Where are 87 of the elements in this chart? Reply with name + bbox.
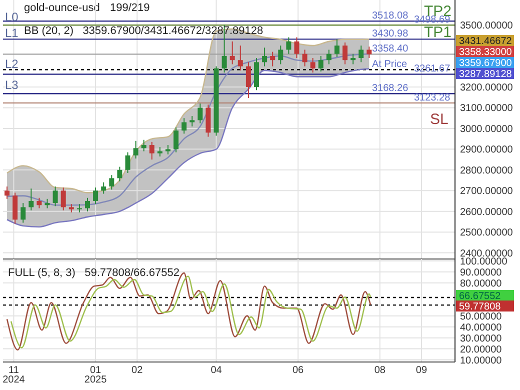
candlestick: [246, 62, 251, 99]
candlestick: [294, 36, 300, 59]
annotation: TP1: [424, 24, 452, 41]
text: 3287.89128: [459, 69, 512, 80]
annotation: FULL (5, 8, 3) 59.77808/66.67552: [8, 267, 180, 279]
y-tick-label: 20.00000: [460, 344, 502, 356]
candlestick: [20, 202, 26, 224]
candlestick: [302, 49, 308, 67]
y-tick-label: 2700.00000: [460, 186, 514, 198]
chart-subtitle: 199/219: [110, 2, 150, 14]
x-tick-label: 08: [374, 365, 386, 376]
x-tick-label: 01 2025: [84, 365, 108, 386]
annotation: L3: [5, 78, 19, 92]
candlestick: [165, 144, 170, 155]
annotation: L1: [5, 26, 19, 40]
candlestick: [310, 58, 316, 74]
candlestick: [149, 141, 154, 160]
ref-line-label: 3430.98: [372, 28, 409, 40]
candlestick: [286, 36, 292, 54]
candlestick: [141, 139, 146, 152]
y-tick-label: 2800.00000: [460, 165, 514, 176]
candlestick: [44, 198, 50, 209]
ref-line-label: At Price: [372, 59, 408, 70]
ref-line-label: 3518.08: [372, 10, 409, 22]
line-series: [6, 28, 370, 194]
text: 66.67552: [459, 291, 502, 302]
candlestick: [358, 45, 364, 63]
text: 3359.67900: [459, 58, 512, 69]
annotation: L2: [5, 57, 19, 71]
chart-title: gold-ounce-usd: [24, 2, 100, 14]
candlestick: [117, 166, 122, 182]
candlestick: [326, 49, 332, 65]
ref-line-label: 3358.40: [372, 44, 409, 55]
y-tick-label: 3200.00000: [460, 82, 514, 94]
y-tick-label: 3500.00000: [460, 20, 514, 32]
annotation: SL: [430, 111, 448, 128]
candlestick: [198, 103, 203, 124]
text: 59.77808: [459, 302, 502, 312]
candlestick: [109, 174, 114, 190]
candlestick: [334, 38, 340, 58]
candlestick: [366, 46, 372, 59]
y-tick-label: 100.00000: [460, 256, 508, 268]
candlestick: [60, 187, 66, 211]
x-tick-label: 04: [210, 365, 222, 376]
candlestick: [350, 53, 356, 65]
text: 3431.46672: [459, 36, 512, 47]
candlestick: [270, 51, 276, 67]
candlestick: [157, 146, 162, 157]
y-tick-label: 40.00000: [460, 322, 502, 334]
candlestick: [125, 152, 130, 174]
y-tick-label: 30.00000: [460, 333, 502, 344]
candlestick: [52, 186, 58, 207]
y-tick-label: 2900.00000: [460, 144, 514, 156]
y-tick-label: 3000.00000: [460, 124, 514, 135]
candlestick: [342, 42, 348, 65]
candlestick: [36, 197, 42, 209]
candlestick: [278, 45, 284, 65]
text: 3358.33000: [459, 47, 512, 58]
candlestick: [318, 55, 324, 72]
x-tick-label: 06: [292, 365, 304, 376]
ref-line-label: 3261.67: [414, 64, 451, 75]
candlestick: [262, 47, 268, 67]
ref-line-label: 3123.28: [414, 92, 451, 104]
y-tick-label: 2600.00000: [460, 206, 514, 218]
ref-line-label: 3168.26: [372, 83, 409, 94]
candlestick: [93, 187, 98, 205]
y-tick-label: 80.00000: [460, 278, 502, 290]
candlestick: [174, 126, 179, 153]
y-tick-label: 2500.00000: [460, 228, 514, 239]
candlestick: [28, 188, 34, 211]
line-series: [6, 68, 370, 228]
y-tick-label: 50.00000: [460, 311, 502, 322]
x-tick-label: 09: [416, 365, 428, 376]
candlestick: [4, 186, 10, 200]
candlestick: [190, 116, 195, 127]
y-tick-label: 3100.00000: [460, 103, 514, 114]
candlestick: [101, 182, 106, 194]
candlestick: [133, 140, 138, 160]
candlestick: [238, 45, 243, 71]
candlestick: [85, 197, 90, 212]
x-tick-label: 11 2024: [2, 365, 26, 386]
candlestick: [230, 40, 235, 65]
annotation: L0: [5, 10, 19, 24]
x-tick-label: 02: [132, 365, 144, 376]
candlestick: [182, 118, 187, 134]
y-tick-label: 90.00000: [460, 267, 502, 278]
y-tick-label: 10.00000: [460, 355, 502, 366]
